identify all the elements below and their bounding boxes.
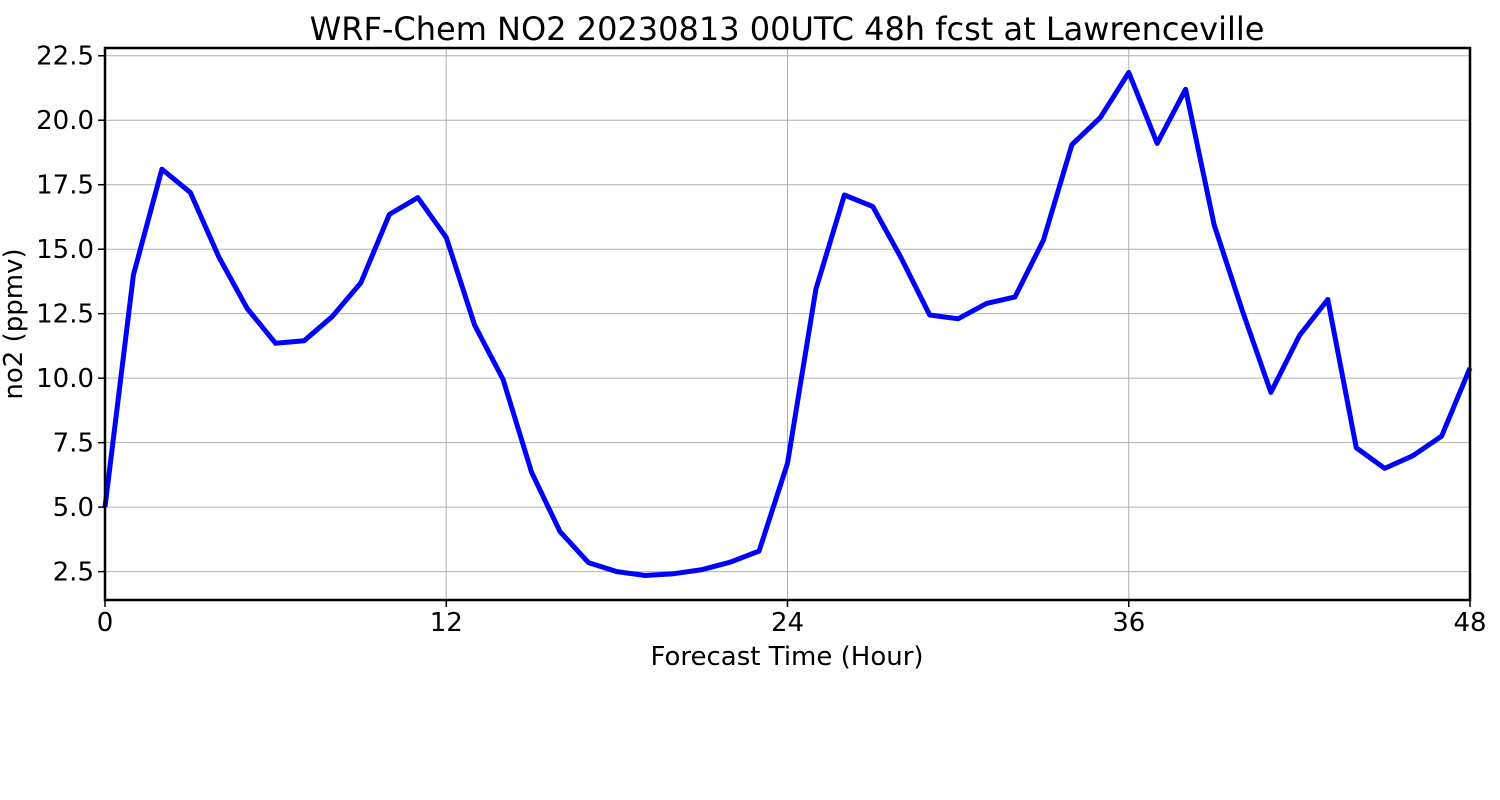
- x-tick-label: 0: [97, 608, 114, 638]
- y-tick-label: 17.5: [36, 171, 94, 201]
- axis-ticks: 0 12 24 36 48 2.5 5.0 7.5 10.0 12.5 15.0 17.5 20.0 22…: [36, 42, 1486, 638]
- y-tick-label: 12.5: [36, 300, 94, 330]
- x-tick-label: 12: [430, 608, 463, 638]
- x-axis-label: Forecast Time (Hour): [650, 642, 923, 672]
- grid-lines: [104, 48, 1471, 600]
- plot-area: [102, 70, 1473, 578]
- x-tick-label: 48: [1453, 608, 1486, 638]
- y-tick-label: 5.0: [53, 493, 94, 523]
- no2-series-line: [102, 70, 1473, 578]
- y-tick-label: 10.0: [36, 364, 94, 394]
- y-tick-label: 15.0: [36, 235, 94, 265]
- x-tick-label: 24: [771, 608, 804, 638]
- y-tick-label: 2.5: [53, 558, 94, 588]
- y-tick-label: 22.5: [36, 42, 94, 72]
- y-tick-label: 20.0: [36, 106, 94, 136]
- chart-title: WRF-Chem NO2 20230813 00UTC 48h fcst at …: [310, 10, 1265, 48]
- x-tick-label: 36: [1112, 608, 1145, 638]
- y-axis-label: no2 (ppmv): [0, 248, 29, 399]
- y-tick-label: 7.5: [53, 429, 94, 459]
